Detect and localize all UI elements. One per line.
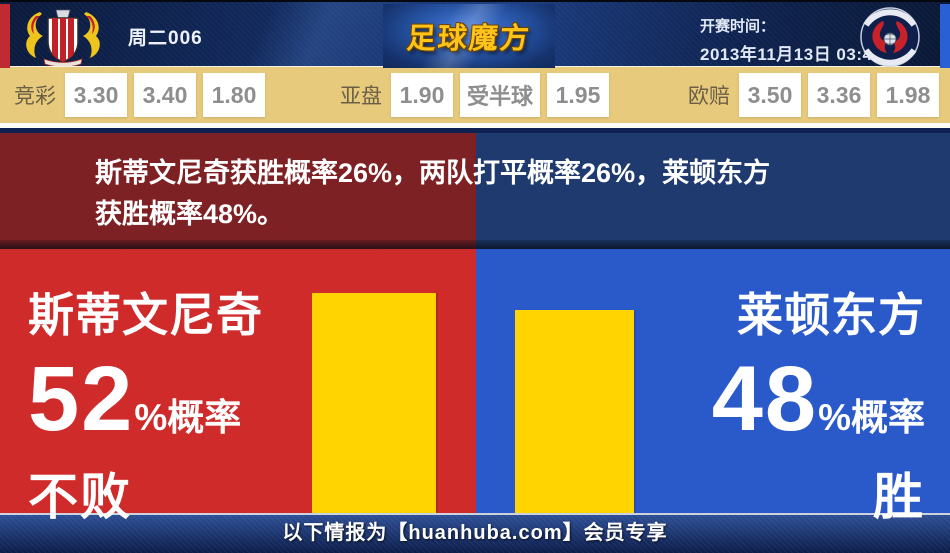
home-outcome-label: 不败 <box>28 469 132 525</box>
away-team-crest-icon <box>850 6 930 73</box>
match-header: 周二006 足球魔方 开赛时间： 2013年11月13日 03:44 <box>0 0 950 68</box>
away-outcome-label: 胜 <box>873 469 925 525</box>
handicap-home-odds: 1.90 <box>391 73 453 117</box>
site-logo[interactable]: 足球魔方 <box>383 4 555 68</box>
home-percent-value: 52 <box>28 348 135 450</box>
home-probability-bar <box>312 293 436 513</box>
away-team-block: 莱顿东方 48%概率 胜 <box>635 249 925 525</box>
home-team-block: 斯蒂文尼奇 52%概率 不败 <box>28 249 303 525</box>
kickoff-time: 2013年11月13日 03:44 <box>700 45 883 64</box>
away-probability-bar <box>515 310 634 513</box>
odds-group-asian-handicap: 亚盘 1.90 受半球 1.95 <box>340 67 616 123</box>
footer-bar: 以下情报为【huanhuba.com】会员专享 <box>0 513 950 553</box>
away-team-name: 莱顿东方 <box>737 289 925 341</box>
euro-odds-home: 3.50 <box>739 73 801 117</box>
home-percent-line: 52%概率 <box>28 353 303 445</box>
away-percent-line: 48%概率 <box>635 353 925 445</box>
summary-home-background <box>0 133 476 249</box>
probability-bar-chart: 斯蒂文尼奇 52%概率 不败 莱顿东方 48%概率 胜 <box>0 249 950 525</box>
kickoff-info: 开赛时间： 2013年11月13日 03:44 <box>700 15 882 65</box>
summary-away-background <box>476 133 950 249</box>
odds-bar: 竞彩 3.30 3.40 1.80 亚盘 1.90 受半球 1.95 欧赔 3.… <box>0 66 950 128</box>
member-notice: 以下情报为【huanhuba.com】会员专享 <box>282 522 668 544</box>
probability-summary-text: 斯蒂文尼奇获胜概率26%，两队打平概率26%，莱顿东方 获胜概率48%。 <box>95 153 895 235</box>
away-percent-value: 48 <box>711 348 819 450</box>
handicap-away-odds: 1.95 <box>547 73 609 117</box>
euro-odds-draw: 3.36 <box>808 73 870 117</box>
odds-value-draw: 3.40 <box>134 73 196 117</box>
home-team-crest-icon <box>20 6 106 71</box>
probability-summary-panel: 斯蒂文尼奇获胜概率26%，两队打平概率26%，莱顿东方 获胜概率48%。 <box>0 133 950 249</box>
odds-value-home: 3.30 <box>65 73 127 117</box>
summary-line-1: 斯蒂文尼奇获胜概率26%，两队打平概率26%，莱顿东方 <box>95 158 771 188</box>
summary-line-2: 获胜概率48%。 <box>95 199 285 229</box>
site-logo-text: 足球魔方 <box>405 23 532 55</box>
home-team-name: 斯蒂文尼奇 <box>28 289 263 341</box>
odds-group-jingcai: 竞彩 3.30 3.40 1.80 <box>14 67 272 123</box>
match-code: 周二006 <box>128 28 203 49</box>
left-edge-stripe <box>0 4 10 68</box>
odds-group-european: 欧赔 3.50 3.36 1.98 <box>688 67 946 123</box>
away-percent-suffix: %概率 <box>818 397 925 438</box>
odds-group-label: 亚盘 <box>340 85 382 108</box>
odds-value-away: 1.80 <box>203 73 265 117</box>
odds-group-label: 竞彩 <box>14 85 56 108</box>
right-edge-stripe <box>940 4 950 68</box>
home-percent-suffix: %概率 <box>134 397 242 438</box>
euro-odds-away: 1.98 <box>877 73 939 117</box>
kickoff-label: 开赛时间： <box>700 18 776 35</box>
odds-group-label: 欧赔 <box>688 85 730 108</box>
handicap-line: 受半球 <box>460 73 540 117</box>
